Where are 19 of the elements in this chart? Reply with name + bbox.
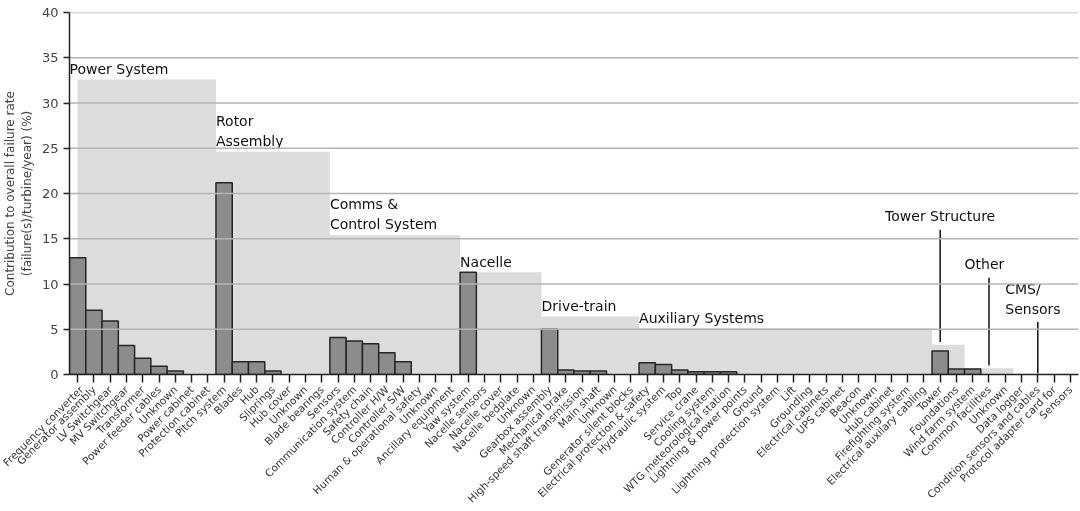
y-tick-label: 15 [41, 231, 59, 247]
annotation: CMS/ Sensors [1005, 280, 1061, 317]
y-tick-label: 35 [41, 50, 59, 66]
y-tick-label: 20 [41, 186, 59, 201]
y-tick-label: 5 [50, 321, 59, 337]
annotation: Nacelle [460, 253, 512, 270]
y-tick-label: 0 [50, 367, 59, 382]
annotation: Tower Structure [884, 208, 996, 225]
annotation: Comms & Control System [329, 196, 438, 233]
annotation: Power System [69, 60, 169, 77]
y-tick-label: 40 [41, 5, 59, 20]
y-tick-label: 30 [41, 95, 59, 111]
y-tick-label: 10 [41, 276, 59, 292]
annotation: Drive-train [541, 297, 617, 314]
annotation: Other [964, 256, 1005, 273]
y-tick-label: 25 [41, 140, 59, 156]
annotation: Auxiliary Systems [639, 309, 765, 326]
y-axis-title: Contribution to overall failure rate (failure(s)/turbine/year) (%) [3, 91, 34, 296]
annotation: Rotor Assembly [215, 113, 284, 150]
